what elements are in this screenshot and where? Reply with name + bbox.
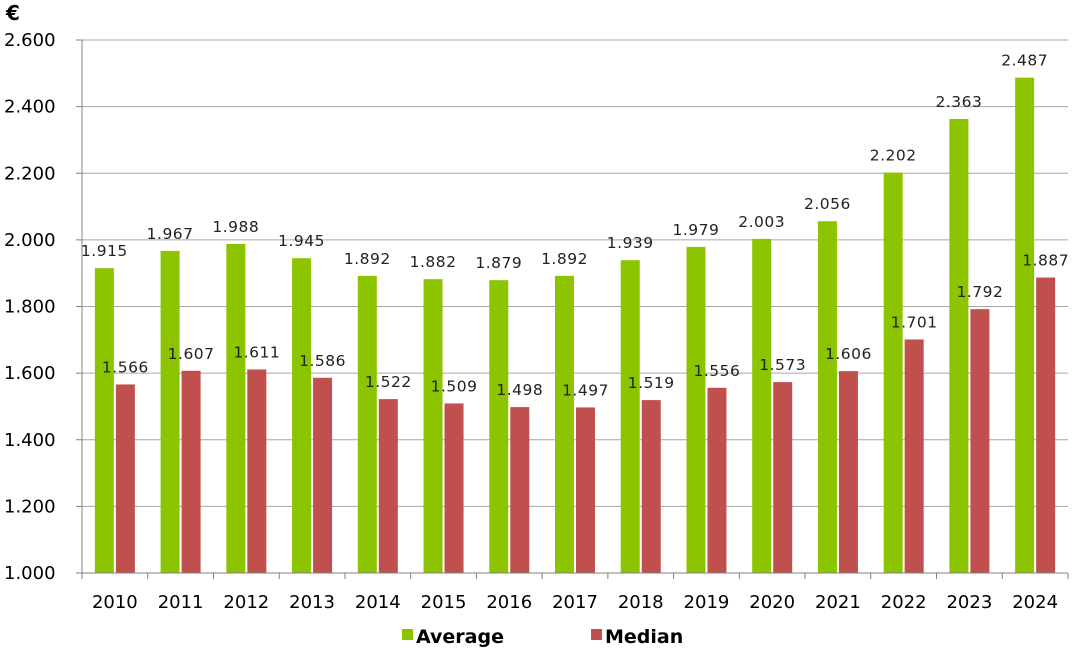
- data-label-median: 1.606: [825, 345, 872, 363]
- bar-median: [707, 387, 727, 573]
- data-label-average: 2.487: [1001, 52, 1048, 70]
- bar-median: [247, 369, 267, 573]
- data-label-median: 1.586: [299, 352, 346, 370]
- data-label-median: 1.701: [891, 313, 938, 331]
- y-tick-label: 1.400: [4, 430, 56, 451]
- bar-median: [773, 382, 793, 573]
- data-label-average: 2.003: [738, 213, 785, 231]
- data-label-average: 1.892: [344, 250, 391, 268]
- data-label-average: 1.892: [541, 250, 588, 268]
- legend-swatch-average: [402, 629, 413, 640]
- y-tick-label: 1.800: [4, 297, 56, 318]
- y-tick-label: 1.600: [4, 363, 56, 384]
- bar-average: [883, 172, 903, 574]
- x-tick-label: 2011: [158, 592, 204, 613]
- x-tick-label: 2012: [223, 592, 269, 613]
- x-tick-label: 2018: [618, 592, 664, 613]
- bar-median: [181, 370, 201, 573]
- bar-average: [949, 118, 969, 573]
- bar-average: [752, 238, 772, 574]
- bar-average: [226, 243, 246, 573]
- bar-average: [357, 275, 377, 573]
- bar-median: [444, 403, 464, 573]
- data-label-average: 1.988: [212, 218, 259, 236]
- legend-label-average: Average: [416, 626, 504, 648]
- bar-average: [1015, 77, 1035, 573]
- data-label-median: 1.522: [365, 373, 412, 391]
- x-tick-label: 2017: [552, 592, 598, 613]
- bar-median: [904, 339, 924, 573]
- legend-label-median: Median: [605, 626, 683, 648]
- bar-median: [510, 407, 530, 573]
- bar-median: [313, 377, 333, 573]
- x-tick-label: 2019: [684, 592, 730, 613]
- x-tick-label: 2015: [421, 592, 467, 613]
- data-label-average: 2.363: [935, 93, 982, 111]
- bar-median: [115, 384, 135, 573]
- axes: 1.000 1.200 1.400 1.600 1.800 2.000 2.200 2.400…: [4, 30, 1069, 613]
- grid-lines: [82, 39, 1068, 574]
- x-tick-label: 2016: [486, 592, 532, 613]
- bars: [94, 77, 1056, 574]
- data-label-median: 1.573: [759, 356, 806, 374]
- data-label-median: 1.498: [496, 381, 543, 399]
- data-label-average: 1.882: [410, 253, 457, 271]
- data-label-median: 1.509: [431, 377, 478, 395]
- data-label-average: 1.939: [607, 234, 654, 252]
- x-tick-label: 2023: [946, 592, 992, 613]
- x-tick-label: 2022: [881, 592, 927, 613]
- y-tick-label: 2.600: [4, 30, 56, 51]
- data-label-median: 1.497: [562, 381, 609, 399]
- data-label-median: 1.611: [233, 343, 280, 361]
- bar-average: [292, 258, 312, 573]
- bar-average: [489, 280, 509, 573]
- y-tick-label: 2.200: [4, 163, 56, 184]
- bar-average: [94, 268, 114, 573]
- bar-average: [620, 260, 640, 573]
- data-labels: 1.915 1.566 1.967 1.607 1.988 1.611 1.945 1.586…: [81, 52, 1069, 400]
- data-label-average: 1.979: [673, 221, 720, 239]
- data-label-average: 2.056: [804, 195, 851, 213]
- data-label-average: 2.202: [870, 147, 917, 165]
- y-tick-label: 1.000: [4, 563, 56, 584]
- bar-median: [1036, 277, 1056, 573]
- x-tick-label: 2024: [1012, 592, 1058, 613]
- bar-median: [641, 400, 661, 573]
- legend-swatch-median: [591, 629, 602, 640]
- data-label-median: 1.792: [956, 283, 1003, 301]
- bar-median: [378, 399, 398, 573]
- x-tick-label: 2021: [815, 592, 861, 613]
- data-label-median: 1.556: [694, 362, 741, 380]
- bar-average: [686, 246, 706, 574]
- y-tick-label: 2.400: [4, 97, 56, 118]
- data-label-median: 1.566: [102, 358, 149, 376]
- data-label-average: 1.945: [278, 232, 325, 250]
- data-label-average: 1.967: [147, 225, 194, 243]
- data-label-median: 1.607: [168, 345, 215, 363]
- bar-average: [160, 250, 180, 574]
- bar-average: [555, 275, 574, 573]
- bar-average: [817, 221, 837, 573]
- legend: Average Median: [402, 626, 683, 648]
- x-tick-label: 2020: [749, 592, 795, 613]
- data-label-median: 1.887: [1022, 252, 1069, 270]
- bar-median: [970, 309, 990, 573]
- x-tick-label: 2010: [92, 592, 138, 613]
- data-label-average: 1.879: [475, 254, 522, 272]
- bar-median: [576, 407, 595, 573]
- x-tick-label: 2014: [355, 592, 401, 613]
- y-tick-label: 1.200: [4, 496, 56, 517]
- bar-average: [423, 279, 443, 573]
- bar-median: [838, 371, 858, 573]
- data-label-average: 1.915: [81, 242, 128, 260]
- y-unit-label: €: [5, 1, 20, 25]
- data-label-median: 1.519: [628, 374, 675, 392]
- y-tick-label: 2.000: [4, 230, 56, 251]
- x-tick-label: 2013: [289, 592, 335, 613]
